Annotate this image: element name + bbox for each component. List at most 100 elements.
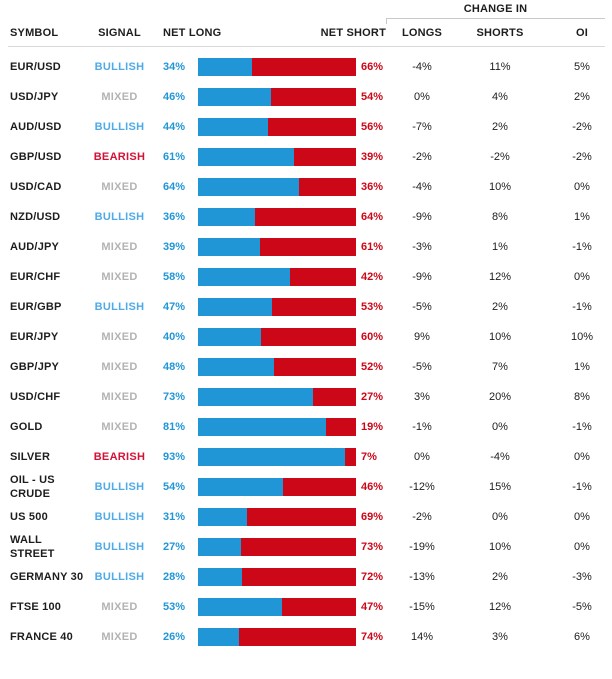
table-row[interactable]: FRANCE 40 MIXED 26% 74% 14% 3% 6% (0, 622, 612, 652)
symbol-label: GERMANY 30 (10, 571, 84, 583)
change-shorts-value: 2% (492, 301, 508, 313)
net-short-value: 19% (361, 421, 384, 433)
table-row[interactable]: USD/CAD MIXED 64% 36% -4% 10% 0% (0, 172, 612, 202)
table-row[interactable]: EUR/USD BULLISH 34% 66% -4% 11% 5% (0, 52, 612, 82)
table-row[interactable]: EUR/GBP BULLISH 47% 53% -5% 2% -1% (0, 292, 612, 322)
table-row[interactable]: US 500 BULLISH 31% 69% -2% 0% 0% (0, 502, 612, 532)
symbol-label: AUD/USD (10, 121, 62, 133)
change-shorts-value: 7% (492, 361, 508, 373)
signal-badge: MIXED (101, 361, 138, 373)
symbol-label: EUR/JPY (10, 331, 59, 343)
change-longs-value: -2% (412, 511, 432, 523)
net-long-value: 27% (163, 541, 186, 553)
net-long-bar-segment (198, 208, 255, 226)
change-longs-value: 14% (410, 631, 434, 643)
symbol-label: WALL STREET (10, 534, 55, 560)
col-header-net-group: NET LONG NET SHORT (151, 27, 386, 39)
net-short-value: 56% (361, 121, 384, 133)
net-long-bar-segment (198, 88, 271, 106)
net-short-value: 64% (361, 211, 384, 223)
change-longs-value: -5% (412, 301, 432, 313)
net-short-value: 54% (361, 91, 384, 103)
symbol-label: US 500 (10, 511, 48, 523)
col-header-shorts: SHORTS (476, 26, 524, 39)
signal-badge: BULLISH (94, 571, 145, 583)
change-oi-value: -1% (572, 241, 592, 253)
change-shorts-value: 2% (492, 121, 508, 133)
net-long-value: 36% (163, 211, 186, 223)
net-long-value: 34% (163, 61, 186, 73)
sentiment-bar (198, 598, 356, 616)
change-shorts-value: 4% (492, 91, 508, 103)
table-row[interactable]: EUR/CHF MIXED 58% 42% -9% 12% 0% (0, 262, 612, 292)
table-body: EUR/USD BULLISH 34% 66% -4% 11% 5% USD/J… (0, 47, 612, 652)
table-row[interactable]: SILVER BEARISH 93% 7% 0% -4% 0% (0, 442, 612, 472)
table-row[interactable]: USD/JPY MIXED 46% 54% 0% 4% 2% (0, 82, 612, 112)
net-long-value: 81% (163, 421, 186, 433)
net-long-value: 53% (163, 601, 186, 613)
signal-badge: MIXED (101, 421, 138, 433)
change-longs-value: 3% (414, 391, 430, 403)
change-longs-value: -9% (412, 211, 432, 223)
sentiment-bar (198, 298, 356, 316)
change-shorts-value: 12% (488, 601, 512, 613)
change-oi-value: 10% (570, 331, 594, 343)
net-short-bar-segment (270, 88, 356, 106)
change-oi-value: 2% (574, 91, 590, 103)
net-long-bar-segment (198, 268, 290, 286)
table-row[interactable]: AUD/USD BULLISH 44% 56% -7% 2% -2% (0, 112, 612, 142)
net-long-bar-segment (198, 598, 282, 616)
net-long-value: 47% (163, 301, 186, 313)
table-row[interactable]: OIL - US CRUDE BULLISH 54% 46% -12% 15% … (0, 472, 612, 502)
net-long-bar-segment (198, 568, 243, 586)
net-short-bar-segment (289, 268, 356, 286)
header-divider (8, 46, 605, 47)
net-short-bar-segment (239, 628, 356, 646)
table-row[interactable]: GBP/USD BEARISH 61% 39% -2% -2% -2% (0, 142, 612, 172)
sentiment-bar (198, 88, 356, 106)
net-short-bar-segment (267, 118, 356, 136)
change-shorts-value: 15% (488, 481, 512, 493)
change-shorts-value: 0% (492, 421, 508, 433)
symbol-label: OIL - US CRUDE (10, 474, 55, 500)
symbol-label: AUD/JPY (10, 241, 60, 253)
sentiment-bar (198, 178, 356, 196)
change-oi-value: 5% (574, 61, 590, 73)
table-row[interactable]: AUD/JPY MIXED 39% 61% -3% 1% -1% (0, 232, 612, 262)
change-longs-value: -13% (409, 571, 435, 583)
table-row[interactable]: USD/CHF MIXED 73% 27% 3% 20% 8% (0, 382, 612, 412)
table-row[interactable]: FTSE 100 MIXED 53% 47% -15% 12% -5% (0, 592, 612, 622)
table-row[interactable]: WALL STREET BULLISH 27% 73% -19% 10% 0% (0, 532, 612, 562)
change-oi-value: -5% (572, 601, 592, 613)
change-longs-value: 0% (414, 91, 430, 103)
net-long-value: 26% (163, 631, 186, 643)
net-short-bar-segment (299, 178, 356, 196)
symbol-label: GBP/USD (10, 151, 62, 163)
change-shorts-value: 11% (489, 61, 511, 73)
table-row[interactable]: NZD/USD BULLISH 36% 64% -9% 8% 1% (0, 202, 612, 232)
net-short-bar-segment (246, 508, 356, 526)
table-row[interactable]: EUR/JPY MIXED 40% 60% 9% 10% 10% (0, 322, 612, 352)
net-short-bar-segment (344, 448, 356, 466)
signal-badge: BEARISH (93, 151, 146, 163)
sentiment-bar (198, 148, 356, 166)
table-row[interactable]: GOLD MIXED 81% 19% -1% 0% -1% (0, 412, 612, 442)
change-oi-value: 0% (574, 511, 590, 523)
signal-badge: BULLISH (94, 301, 145, 313)
change-shorts-value: -2% (490, 151, 510, 163)
net-short-value: 53% (361, 301, 384, 313)
change-oi-value: 0% (574, 271, 590, 283)
table-row[interactable]: GERMANY 30 BULLISH 28% 72% -13% 2% -3% (0, 562, 612, 592)
net-long-bar-segment (198, 358, 274, 376)
change-oi-value: -1% (572, 301, 592, 313)
sentiment-bar (198, 58, 356, 76)
change-oi-value: 8% (574, 391, 590, 403)
net-long-value: 93% (163, 451, 186, 463)
net-short-value: 74% (361, 631, 384, 643)
net-short-bar-segment (261, 328, 356, 346)
signal-badge: BULLISH (94, 211, 145, 223)
net-long-value: 64% (163, 181, 186, 193)
table-row[interactable]: GBP/JPY MIXED 48% 52% -5% 7% 1% (0, 352, 612, 382)
net-short-value: 7% (361, 451, 377, 463)
